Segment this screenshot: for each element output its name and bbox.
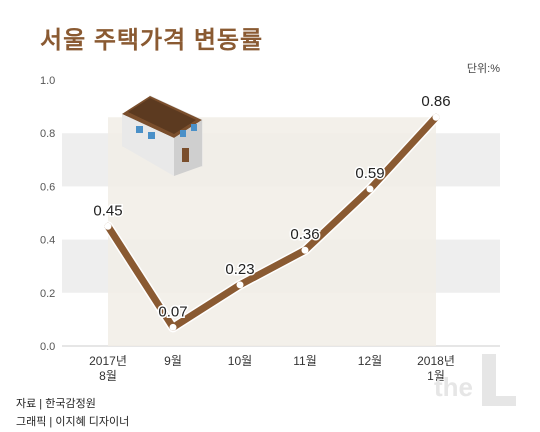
- x-tick-label: 2018년 1월: [417, 354, 455, 383]
- data-label: 0.59: [355, 165, 384, 182]
- window: [191, 124, 197, 131]
- y-tick-label: 0.4: [40, 235, 55, 247]
- y-tick-label: 1.0: [40, 75, 55, 87]
- credit-note: 그래픽 | 이지혜 디자이너: [16, 416, 130, 428]
- x-axis-ticks: 2017년 8월 9월 10월 11월 12월 2018년 1월: [89, 354, 455, 383]
- source-note: 자료 | 한국감정원: [16, 398, 96, 410]
- unit-label: 단위:%: [466, 63, 500, 75]
- series-line: [104, 113, 440, 331]
- window: [136, 126, 143, 133]
- x-tick-label: 9월: [164, 354, 182, 368]
- data-point: [301, 246, 309, 254]
- y-axis-ticks: 0.0 0.2 0.4 0.6 0.8 1.0: [40, 75, 55, 353]
- window: [180, 130, 186, 137]
- data-label: 0.45: [93, 202, 122, 219]
- watermark-text: the: [434, 372, 473, 402]
- x-tick-label: 10월: [228, 354, 252, 368]
- data-labels: 0.45 0.07 0.23 0.36 0.59 0.86: [92, 92, 452, 322]
- y-tick-label: 0.6: [40, 181, 55, 193]
- chart-title: 서울 주택가격 변동률: [40, 27, 264, 54]
- data-point: [169, 323, 177, 331]
- x-tick-label: 2017년 8월: [89, 354, 127, 383]
- x-tick-label: 11월: [293, 354, 317, 368]
- data-label: 0.23: [225, 261, 254, 278]
- data-point: [104, 222, 112, 230]
- house-icon: [122, 95, 203, 176]
- data-label: 0.86: [421, 93, 450, 110]
- data-point: [432, 113, 440, 121]
- data-points: [104, 113, 440, 331]
- data-point: [236, 281, 244, 289]
- data-point: [366, 185, 374, 193]
- data-label: 0.07: [158, 303, 187, 320]
- window: [148, 132, 155, 139]
- y-tick-label: 0.2: [40, 288, 55, 300]
- y-tick-label: 0.8: [40, 128, 55, 140]
- x-tick-label: 12월: [358, 354, 382, 368]
- y-tick-label: 0.0: [40, 341, 55, 353]
- the-l-logo-icon: the: [434, 354, 516, 406]
- data-label: 0.36: [290, 226, 319, 243]
- door: [182, 148, 189, 162]
